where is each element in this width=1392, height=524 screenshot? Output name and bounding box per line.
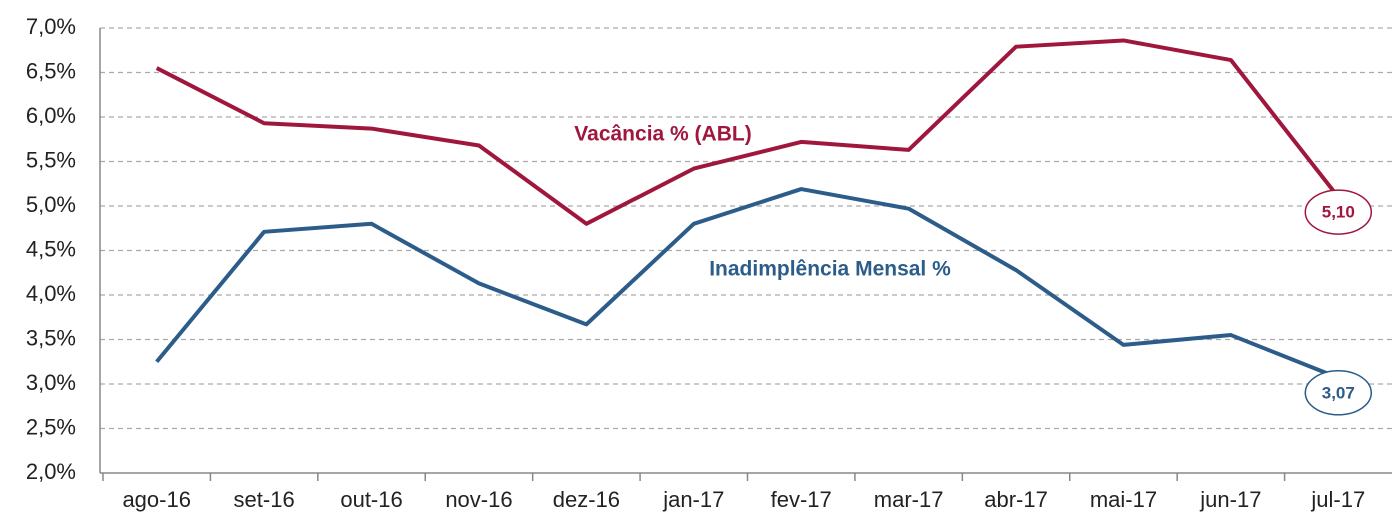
x-tick-label: jan-17 [662, 487, 724, 512]
y-tick-label: 3,0% [26, 370, 76, 395]
y-tick-label: 4,0% [26, 281, 76, 306]
x-tick-label: jun-17 [1199, 487, 1261, 512]
x-tick-label: mar-17 [874, 487, 944, 512]
y-tick-label: 5,5% [26, 147, 76, 172]
y-tick-label: 7,0% [26, 14, 76, 39]
y-tick-label: 6,5% [26, 58, 76, 83]
x-tick-label: dez-16 [553, 487, 620, 512]
y-tick-label: 2,5% [26, 414, 76, 439]
value-label: 5,10 [1322, 203, 1355, 222]
x-tick-label: jul-17 [1310, 487, 1365, 512]
series-line [155, 38, 1340, 226]
x-tick-label: nov-16 [445, 487, 512, 512]
y-tick-label: 2,0% [26, 459, 76, 484]
x-tick-label: mai-17 [1090, 487, 1157, 512]
x-tick-label: set-16 [234, 487, 295, 512]
x-tick-label: out-16 [340, 487, 402, 512]
value-label-bubble [1304, 189, 1373, 235]
value-label: 3,07 [1322, 383, 1355, 402]
x-tick-label: abr-17 [984, 487, 1048, 512]
y-tick-label: 6,0% [26, 103, 76, 128]
series-label: Inadimplência Mensal % [709, 258, 951, 281]
value-label-bubble [1304, 370, 1373, 416]
series-line [155, 187, 1340, 380]
x-tick-label: ago-16 [122, 487, 191, 512]
y-tick-label: 5,0% [26, 192, 76, 217]
series-label: Vacância % (ABL) [574, 123, 751, 146]
y-tick-label: 4,5% [26, 236, 76, 261]
y-tick-label: 3,5% [26, 325, 76, 350]
x-tick-label: fev-17 [771, 487, 832, 512]
